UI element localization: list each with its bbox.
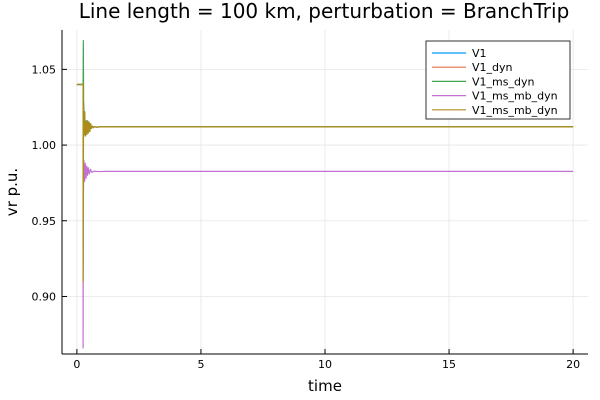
legend-label-1: V1_dyn (472, 61, 513, 74)
series-group (76, 39, 574, 349)
x-tick-label: 0 (73, 358, 80, 371)
x-tick-label: 10 (318, 358, 332, 371)
x-ticks: 0 5 10 15 20 (73, 349, 580, 371)
series-line-4 (76, 83, 574, 282)
y-ticks: 0.90 0.95 1.00 1.05 (32, 63, 67, 303)
legend-label-2: V1_ms_dyn (472, 75, 534, 88)
series-line-3 (82, 159, 574, 349)
y-tick-label: 1.00 (32, 139, 57, 152)
x-axis-label: time (308, 377, 342, 395)
y-axis-label: vr p.u. (3, 168, 21, 216)
legend-label-0: V1 (472, 47, 487, 60)
y-tick-label: 0.90 (32, 290, 57, 303)
y-tick-label: 1.05 (32, 63, 57, 76)
legend-label-4: V1_ms_mb_dyn (472, 104, 558, 117)
y-tick-label: 0.95 (32, 215, 57, 228)
legend-box (425, 40, 571, 120)
legend-label-3: V1_ms_mb_dyn (472, 90, 558, 103)
chart-title: Line length = 100 km, perturbation = Bra… (79, 0, 570, 23)
x-tick-label: 20 (566, 358, 580, 371)
x-tick-label: 15 (442, 358, 456, 371)
x-tick-label: 5 (197, 358, 204, 371)
